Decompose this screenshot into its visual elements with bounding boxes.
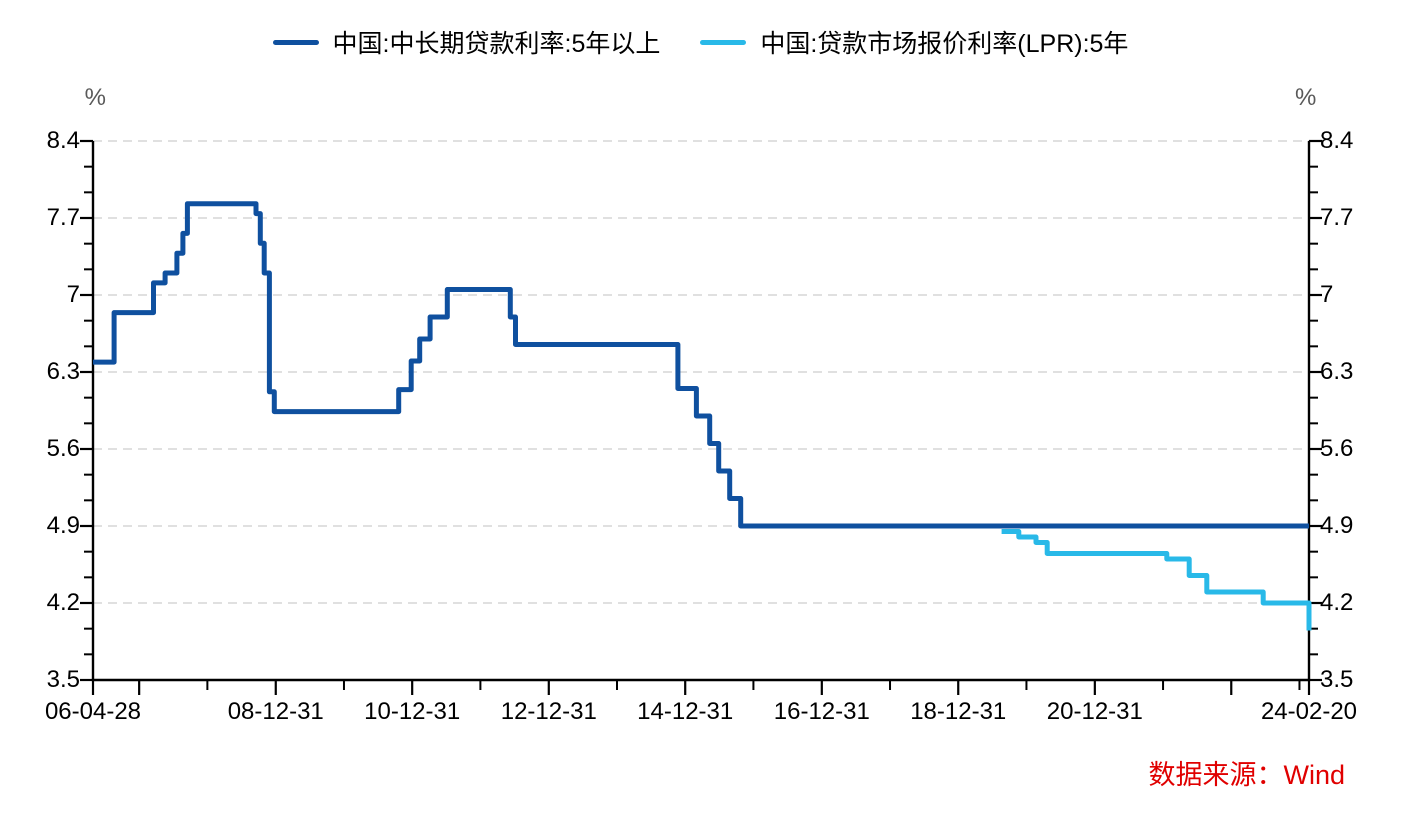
- y-axis-tick-label-left: 7: [66, 281, 80, 308]
- y-axis-tick-label-right: 8.4: [1320, 127, 1354, 154]
- y-axis-tick-label-right: 4.9: [1320, 512, 1354, 539]
- legend-item-benchmark-rate: 中国:中长期贷款利率:5年以上: [272, 24, 661, 60]
- y-axis-tick-label-left: 4.9: [46, 512, 80, 539]
- y-axis-tick-label-right: 5.6: [1320, 435, 1354, 462]
- x-axis-tick-label: 14-12-31: [637, 698, 734, 725]
- x-axis-tick-label: 16-12-31: [773, 698, 870, 725]
- chart-legend: 中国:中长期贷款利率:5年以上 中国:贷款市场报价利率(LPR):5年: [0, 22, 1401, 62]
- y-axis-tick-label-left: 4.2: [46, 589, 80, 616]
- legend-label-benchmark-rate: 中国:中长期贷款利率:5年以上: [332, 30, 661, 58]
- x-axis-tick-label: 18-12-31: [910, 698, 1007, 725]
- y-axis-unit-left: %: [84, 84, 106, 111]
- legend-item-lpr-rate: 中国:贷款市场报价利率(LPR):5年: [700, 24, 1128, 60]
- y-axis-tick-label-right: 6.3: [1320, 358, 1354, 385]
- x-axis-tick-label: 24-02-20: [1260, 698, 1358, 725]
- x-axis-tick-label: 20-12-31: [1046, 698, 1143, 725]
- y-axis-tick-label-left: 8.4: [46, 127, 80, 154]
- y-axis-tick-label-right: 4.2: [1320, 589, 1354, 616]
- x-axis-tick-label: 06-04-28: [44, 698, 142, 725]
- series-line-benchmark-rate: [93, 201, 1309, 529]
- x-axis-tick-label: 08-12-31: [227, 698, 324, 725]
- y-axis-tick-label-right: 7.7: [1320, 204, 1354, 231]
- x-axis-tick-label: 10-12-31: [364, 698, 461, 725]
- legend-line-swatch-dark-blue: [272, 39, 319, 45]
- y-axis-tick-label-left: 7.7: [46, 204, 80, 231]
- y-axis-tick-label-left: 3.5: [46, 666, 80, 693]
- data-source-credit: 数据来源：Wind: [1148, 760, 1345, 790]
- legend-label-lpr-rate: 中国:贷款市场报价利率(LPR):5年: [760, 30, 1129, 58]
- y-axis-unit-right: %: [1295, 84, 1317, 111]
- y-axis-tick-label-right: 3.5: [1320, 666, 1354, 693]
- y-axis-tick-label-right: 7: [1320, 281, 1334, 308]
- y-axis-tick-label-left: 5.6: [46, 435, 80, 462]
- legend-line-swatch-light-blue: [700, 39, 747, 45]
- x-axis-tick-label: 12-12-31: [500, 698, 597, 725]
- series-line-lpr-rate: [1001, 529, 1312, 631]
- y-axis-tick-label-left: 6.3: [46, 358, 80, 385]
